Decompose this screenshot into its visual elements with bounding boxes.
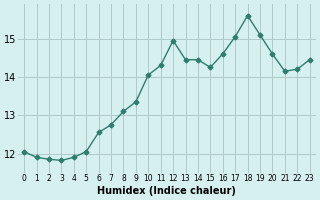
X-axis label: Humidex (Indice chaleur): Humidex (Indice chaleur) xyxy=(98,186,236,196)
